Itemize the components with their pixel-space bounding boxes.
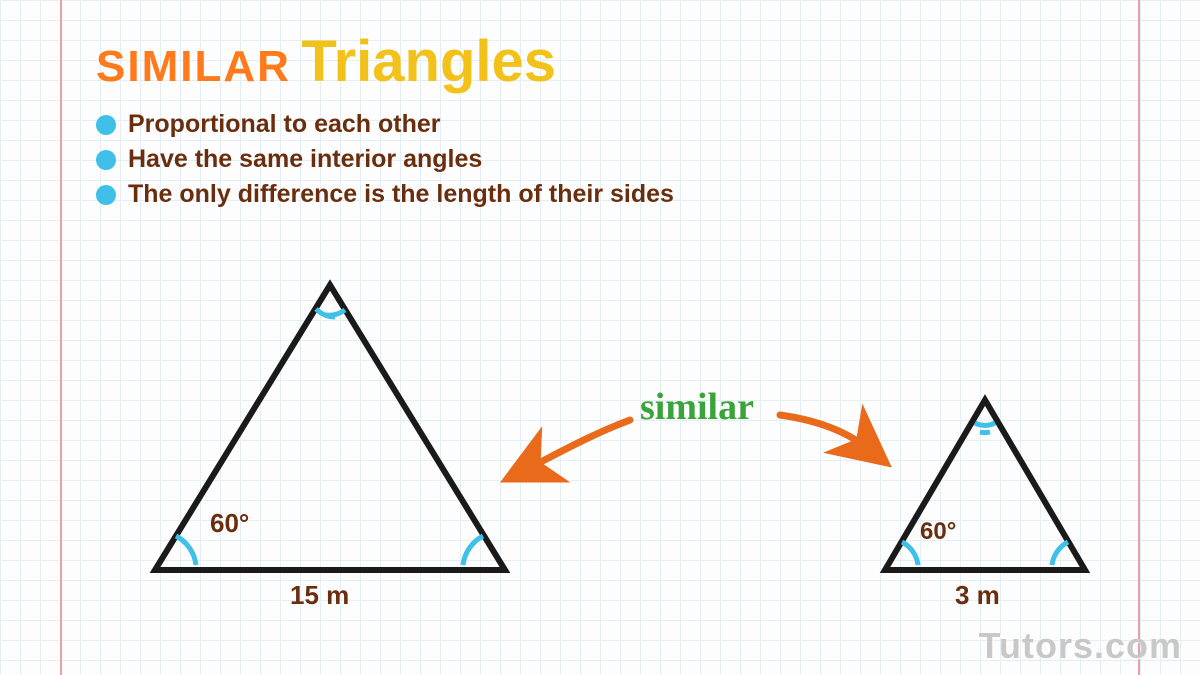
large-side-label: 15 m bbox=[290, 580, 349, 611]
arrow-right-icon bbox=[780, 415, 870, 450]
small-angle-label: 60° bbox=[920, 518, 956, 546]
triangles-diagram bbox=[0, 0, 1200, 675]
similar-label: similar bbox=[640, 385, 754, 429]
arrow-left-icon bbox=[525, 420, 630, 470]
small-triangle bbox=[885, 400, 1085, 570]
large-triangle bbox=[155, 285, 505, 570]
large-angle-label: 60° bbox=[210, 508, 249, 539]
small-side-label: 3 m bbox=[955, 580, 1000, 611]
watermark: Tutors.com bbox=[979, 625, 1182, 667]
